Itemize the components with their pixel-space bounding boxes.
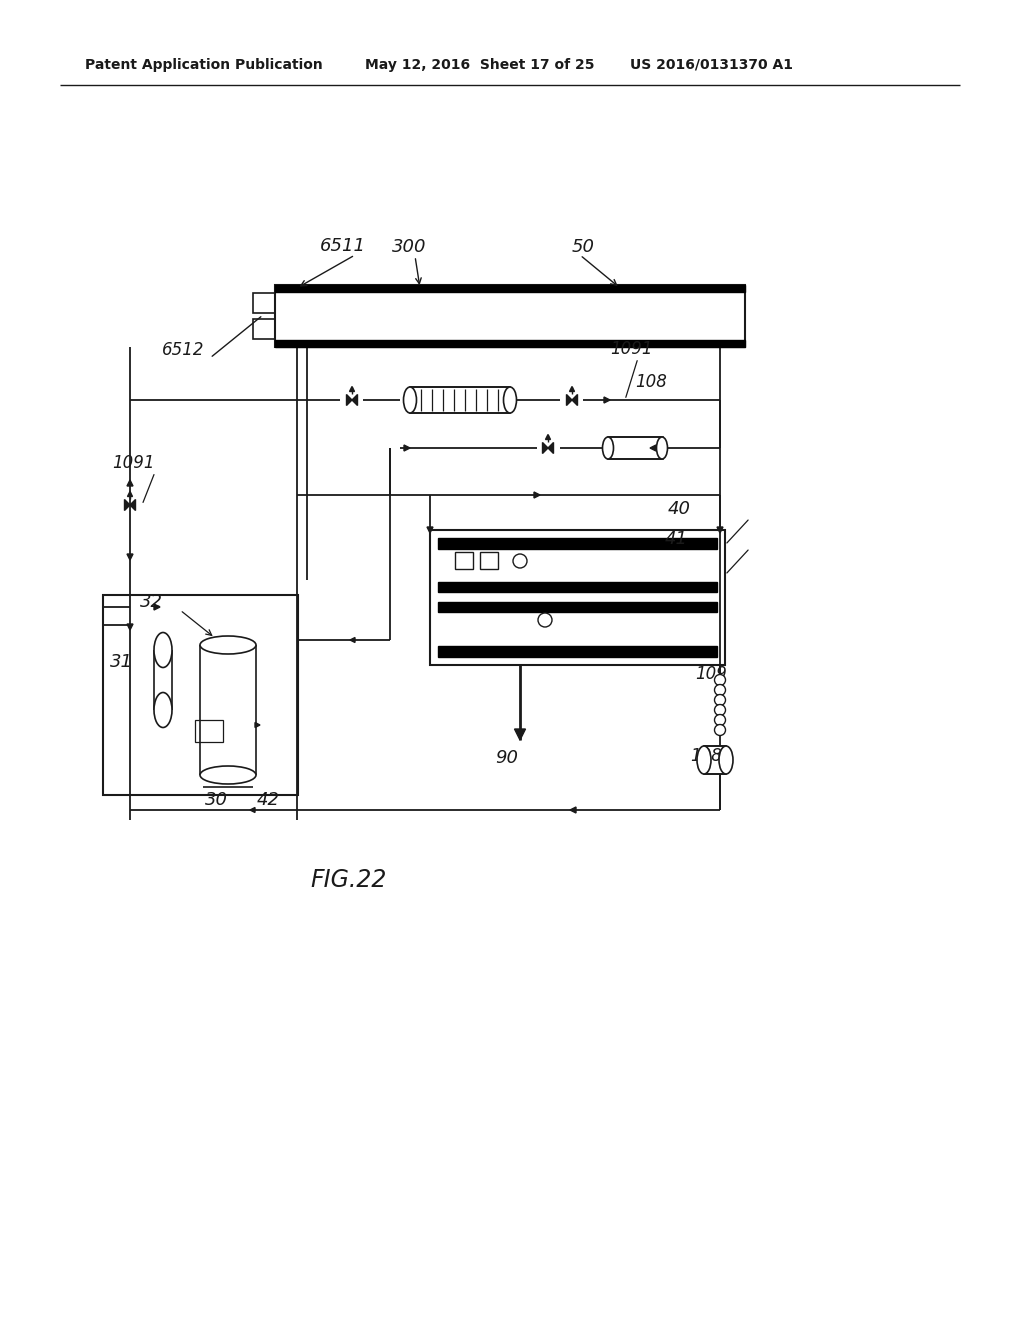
Text: 6511: 6511 [319, 238, 366, 255]
Bar [608, 437, 663, 459]
Circle shape [715, 705, 725, 715]
Polygon shape [427, 527, 433, 533]
Circle shape [715, 725, 725, 735]
Circle shape [715, 675, 725, 685]
Bar [705, 746, 726, 774]
Ellipse shape [697, 746, 711, 774]
Ellipse shape [200, 636, 256, 653]
Circle shape [715, 694, 725, 705]
Text: 108: 108 [635, 374, 667, 391]
Bar [430, 531, 725, 665]
Text: 6512: 6512 [162, 341, 205, 359]
Ellipse shape [403, 387, 417, 413]
Text: 1091: 1091 [610, 341, 652, 358]
Polygon shape [250, 808, 255, 813]
Bar [438, 602, 717, 612]
Polygon shape [127, 554, 133, 560]
Bar [480, 552, 498, 569]
Polygon shape [514, 729, 525, 741]
Circle shape [715, 714, 725, 726]
Text: 50: 50 [572, 238, 595, 256]
Bar [275, 285, 745, 292]
Text: 40: 40 [668, 500, 691, 517]
Ellipse shape [656, 437, 668, 459]
Bar [410, 387, 510, 413]
Ellipse shape [154, 632, 172, 668]
Bar [253, 293, 275, 313]
Ellipse shape [719, 746, 733, 774]
Polygon shape [127, 624, 133, 630]
Text: 42: 42 [257, 791, 280, 809]
Polygon shape [572, 395, 578, 405]
Text: Patent Application Publication: Patent Application Publication [85, 58, 323, 73]
Polygon shape [534, 492, 540, 498]
Polygon shape [546, 434, 551, 440]
Text: 31: 31 [110, 653, 133, 671]
Text: FIG.22: FIG.22 [310, 869, 386, 892]
Polygon shape [154, 605, 160, 610]
Bar [103, 595, 298, 795]
Circle shape [715, 685, 725, 696]
Bar [455, 552, 473, 569]
Bar [253, 319, 275, 339]
Polygon shape [404, 445, 410, 451]
Polygon shape [349, 387, 354, 392]
Text: 32: 32 [140, 593, 163, 611]
Circle shape [538, 612, 552, 627]
Text: 30: 30 [205, 791, 228, 809]
Polygon shape [255, 722, 260, 727]
Text: 90: 90 [495, 748, 518, 767]
Bar [438, 582, 717, 591]
Polygon shape [125, 499, 130, 511]
Text: 108: 108 [690, 747, 722, 766]
Ellipse shape [200, 766, 256, 784]
Circle shape [513, 554, 527, 568]
Polygon shape [570, 807, 575, 813]
Ellipse shape [504, 387, 516, 413]
Bar [438, 645, 717, 657]
Text: 1091: 1091 [112, 454, 155, 473]
Polygon shape [604, 397, 610, 403]
Text: 41: 41 [665, 531, 688, 548]
Text: May 12, 2016  Sheet 17 of 25: May 12, 2016 Sheet 17 of 25 [365, 58, 595, 73]
Polygon shape [566, 395, 572, 405]
Bar [275, 285, 745, 347]
Text: 109: 109 [695, 665, 727, 682]
Polygon shape [346, 395, 352, 405]
Text: US 2016/0131370 A1: US 2016/0131370 A1 [630, 58, 793, 73]
Bar [275, 341, 745, 347]
Polygon shape [717, 527, 723, 533]
Text: 300: 300 [392, 238, 427, 256]
Polygon shape [128, 491, 132, 496]
Polygon shape [350, 638, 355, 643]
Polygon shape [543, 442, 548, 454]
Polygon shape [127, 480, 133, 486]
Polygon shape [650, 445, 656, 451]
Bar [438, 539, 717, 549]
Polygon shape [130, 499, 135, 511]
Ellipse shape [602, 437, 613, 459]
Polygon shape [352, 395, 357, 405]
Polygon shape [569, 387, 574, 392]
Bar [195, 719, 223, 742]
Polygon shape [548, 442, 554, 454]
Ellipse shape [154, 693, 172, 727]
